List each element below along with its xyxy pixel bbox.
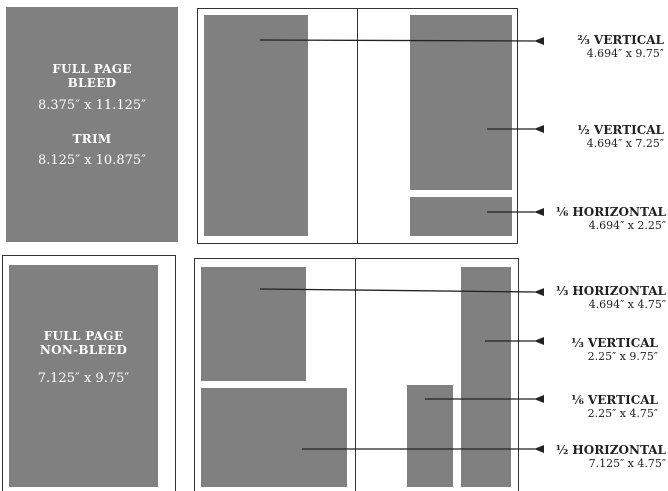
full-page-non-bleed-block: FULL PAGE NON-BLEED 7.125″ x 9.75″ [9, 265, 158, 487]
top-spread-spine [357, 8, 358, 244]
full-page-bleed-size: 8.375″ x 11.125″ [37, 98, 146, 113]
label-sixth-vertical: ⅙ VERTICAL 2.25″ x 4.75″ [571, 393, 658, 420]
trim-label: TRIM [72, 132, 112, 146]
full-page-non-bleed-title: FULL PAGE NON-BLEED [39, 329, 128, 357]
bottom-spread-spine [355, 258, 356, 491]
full-page-non-bleed-size: 7.125″ x 9.75″ [37, 371, 130, 386]
label-size: 2.25″ x 9.75″ [587, 350, 658, 363]
two-thirds-vertical-block [204, 15, 308, 236]
label-name: ½ VERTICAL [577, 123, 664, 137]
third-vertical-block [461, 267, 511, 487]
trim-size: 8.125″ x 10.875″ [37, 153, 146, 168]
half-vertical-block [410, 15, 512, 190]
label-sixth-horizontal: ⅙ HORIZONTAL 4.694″ x 2.25″ [556, 205, 666, 232]
sixth-vertical-block [407, 385, 453, 487]
arrow-third-horizontal [259, 288, 545, 297]
label-size: 4.694″ x 7.25″ [586, 137, 664, 150]
label-size: 7.125″ x 4.75″ [588, 457, 666, 470]
label-half-horizontal: ½ HORIZONTAL 7.125″ x 4.75″ [556, 443, 666, 470]
label-name: ⅓ VERTICAL [571, 336, 658, 350]
third-horizontal-block [201, 267, 306, 381]
half-horizontal-block [201, 388, 347, 487]
label-name: ⅙ VERTICAL [571, 393, 658, 407]
full-page-bleed-block: FULL PAGE BLEED 8.375″ x 11.125″ TRIM 8.… [6, 7, 178, 242]
label-size: 4.694″ x 9.75″ [586, 47, 664, 60]
arrow-two-thirds-vertical [259, 37, 545, 46]
label-two-thirds-vertical: ⅔ VERTICAL 4.694″ x 9.75″ [577, 33, 664, 60]
label-size: 4.694″ x 4.75″ [588, 298, 666, 311]
full-page-bleed-title: FULL PAGE BLEED [52, 62, 132, 90]
label-half-vertical: ½ VERTICAL 4.694″ x 7.25″ [577, 123, 664, 150]
label-name: ⅓ HORIZONTAL [555, 284, 666, 298]
label-size: 4.694″ x 2.25″ [588, 219, 666, 232]
sixth-horizontal-block [410, 197, 512, 236]
label-size: 2.25″ x 4.75″ [587, 407, 658, 420]
label-name: ⅙ HORIZONTAL [555, 205, 666, 219]
label-name: ½ HORIZONTAL [555, 443, 666, 457]
label-third-horizontal: ⅓ HORIZONTAL 4.694″ x 4.75″ [556, 284, 666, 311]
label-name: ⅔ VERTICAL [577, 33, 664, 47]
label-third-vertical: ⅓ VERTICAL 2.25″ x 9.75″ [571, 336, 658, 363]
